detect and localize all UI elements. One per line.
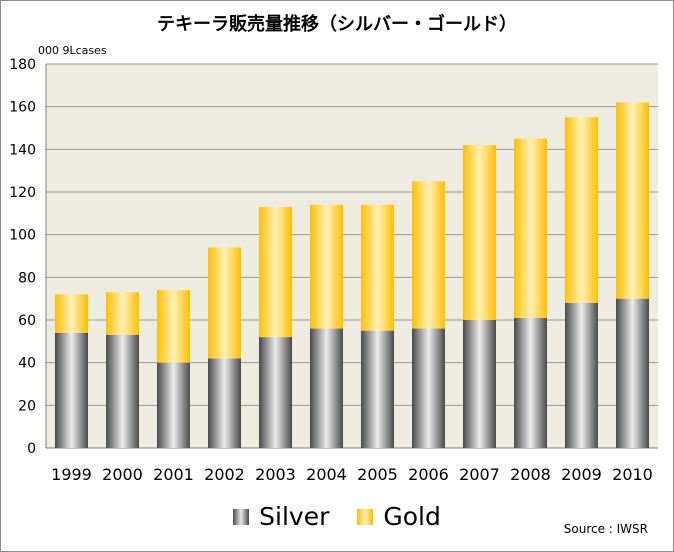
y-tick-label-60: 60 <box>18 313 36 329</box>
bar-gold-2005 <box>361 204 394 331</box>
y-tick-label-140: 140 <box>9 142 36 158</box>
y-tick-label-120: 120 <box>9 185 36 201</box>
legend-label-silver: Silver <box>259 502 330 531</box>
y-tick-label-160: 160 <box>9 100 36 116</box>
x-tick-label-2009: 2009 <box>561 465 602 484</box>
y-tick-label-20: 20 <box>18 398 36 414</box>
bar-gold-2007 <box>463 145 496 320</box>
bar-gold-2006 <box>412 181 445 329</box>
bar-silver-2010 <box>616 298 649 448</box>
y-tick-label-0: 0 <box>27 441 36 457</box>
legend-item-gold: Gold <box>357 502 441 531</box>
bar-gold-2001 <box>157 290 190 363</box>
bar-silver-2003 <box>259 337 292 448</box>
bar-silver-2004 <box>310 328 343 448</box>
x-tick-label-1999: 1999 <box>51 465 92 484</box>
bar-silver-2008 <box>514 317 547 448</box>
bar-gold-1999 <box>55 294 88 333</box>
bar-gold-2009 <box>565 117 598 303</box>
source-note: Source : IWSR <box>563 522 648 536</box>
bar-gold-2003 <box>259 206 292 338</box>
legend: Silver Gold <box>0 502 674 531</box>
bar-gold-2000 <box>106 292 139 335</box>
bar-silver-2006 <box>412 328 445 448</box>
bar-silver-2001 <box>157 362 190 448</box>
y-tick-label-100: 100 <box>9 228 36 244</box>
legend-swatch-silver <box>233 508 250 525</box>
bar-silver-2009 <box>565 302 598 448</box>
bar-silver-2005 <box>361 330 394 448</box>
x-tick-label-2006: 2006 <box>408 465 449 484</box>
legend-item-silver: Silver <box>233 502 329 531</box>
x-tick-label-2008: 2008 <box>510 465 551 484</box>
legend-label-gold: Gold <box>383 502 441 531</box>
legend-swatch-gold <box>357 508 374 525</box>
plot-background <box>46 64 658 448</box>
bar-gold-2008 <box>514 138 547 318</box>
bar-gold-2010 <box>616 102 649 299</box>
bar-gold-2002 <box>208 247 241 359</box>
x-tick-label-2007: 2007 <box>459 465 500 484</box>
bar-silver-1999 <box>55 332 88 448</box>
x-tick-label-2004: 2004 <box>306 465 347 484</box>
x-tick-label-2001: 2001 <box>153 465 194 484</box>
y-tick-label-180: 180 <box>9 57 36 73</box>
bar-gold-2004 <box>310 204 343 329</box>
y-tick-label-80: 80 <box>18 270 36 286</box>
x-tick-label-2002: 2002 <box>204 465 245 484</box>
x-tick-label-2003: 2003 <box>255 465 296 484</box>
y-axis-unit-label: 000 9Lcases <box>38 44 107 57</box>
x-tick-label-2010: 2010 <box>612 465 653 484</box>
bar-silver-2007 <box>463 320 496 448</box>
y-tick-label-40: 40 <box>18 356 36 372</box>
bar-silver-2002 <box>208 358 241 448</box>
bar-silver-2000 <box>106 334 139 448</box>
x-tick-label-2005: 2005 <box>357 465 398 484</box>
x-tick-label-2000: 2000 <box>102 465 143 484</box>
chart-title: テキーラ販売量推移（シルバー・ゴールド） <box>157 14 517 35</box>
